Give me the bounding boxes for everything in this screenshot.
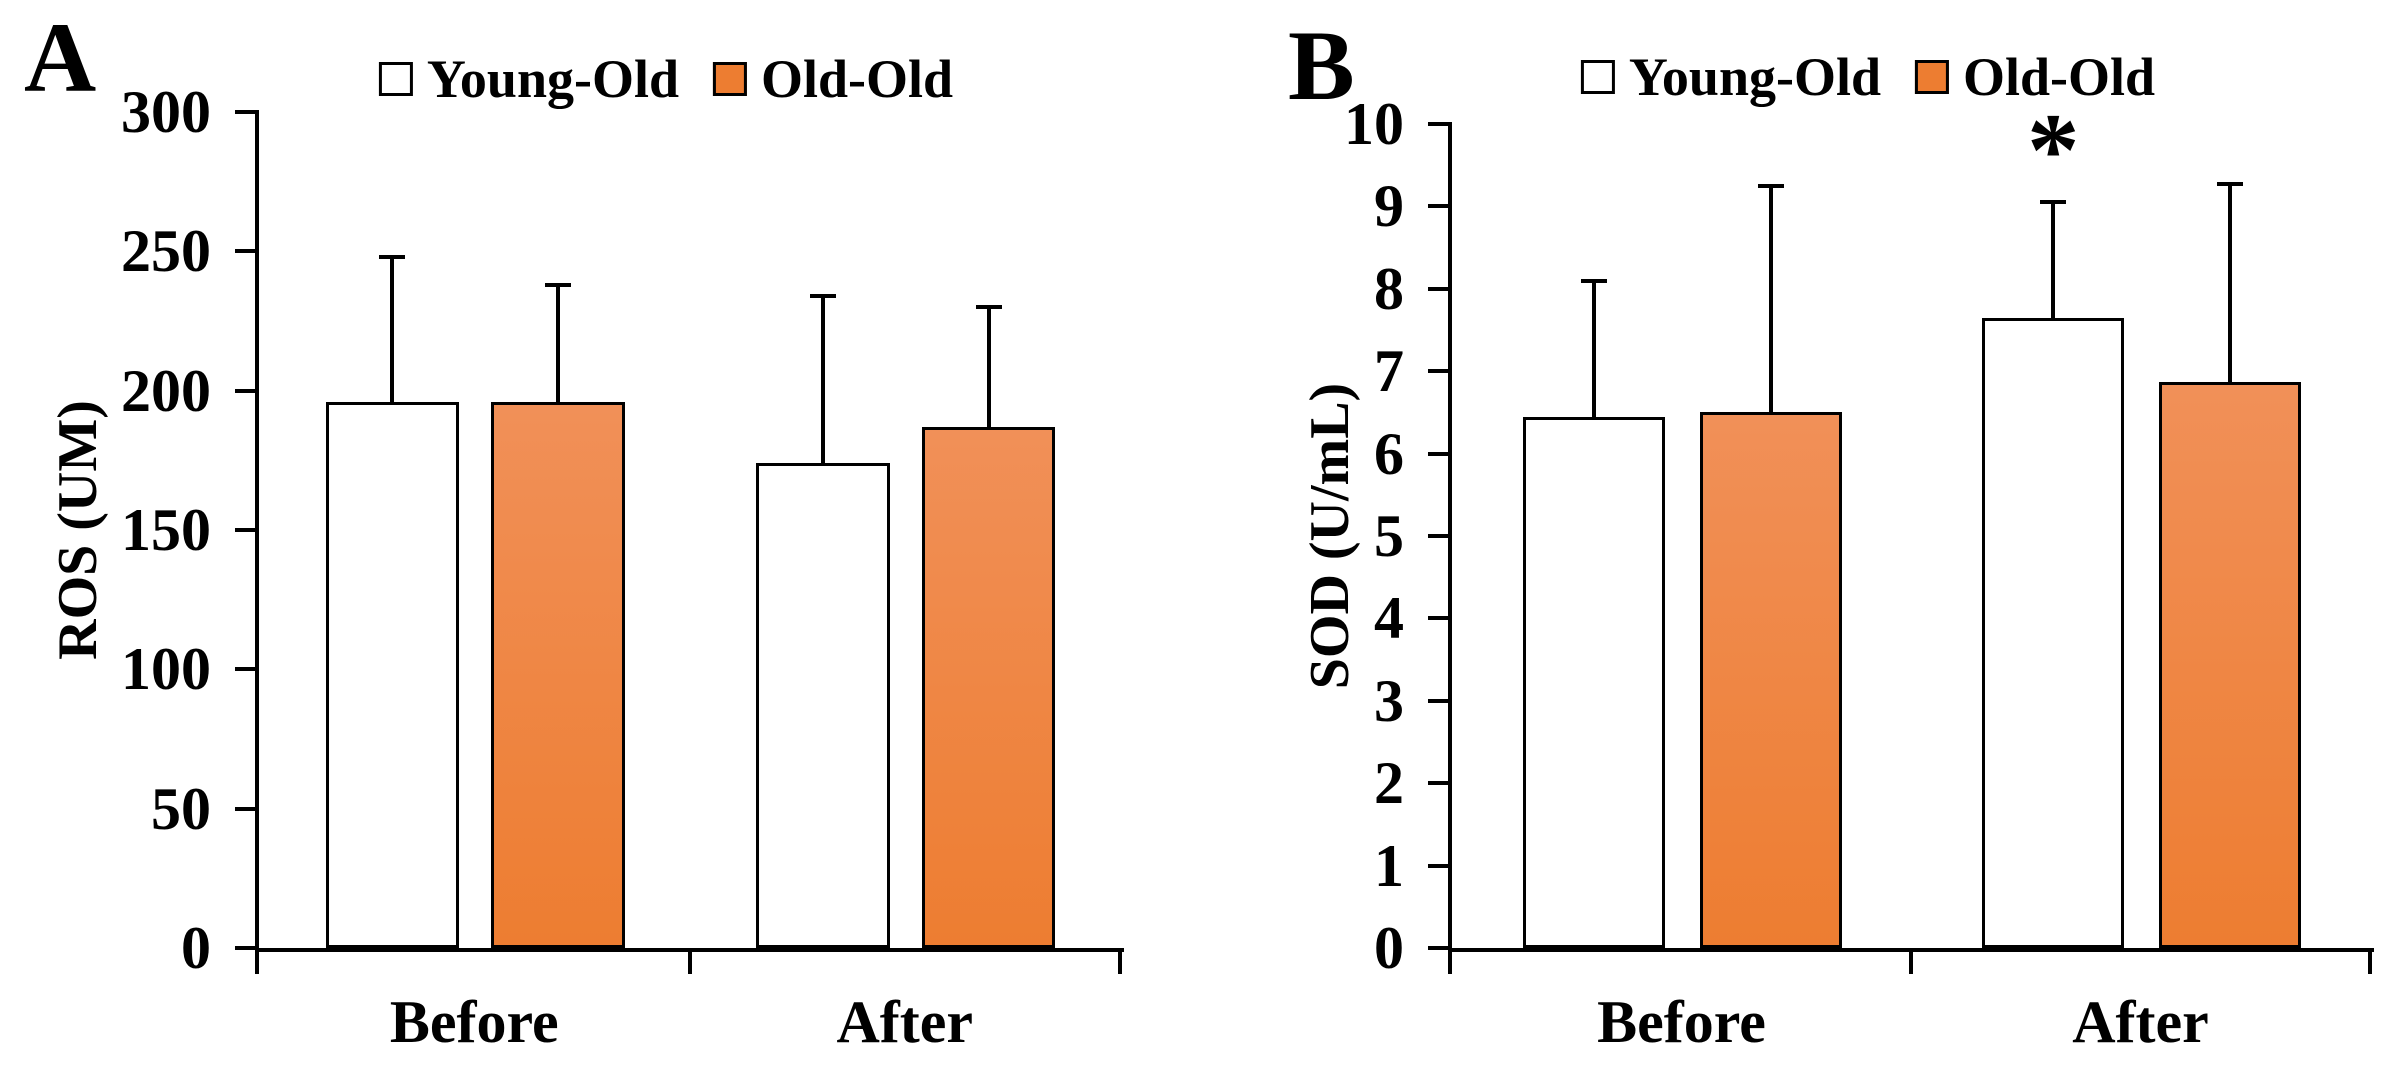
- y-tick-label-9: 9: [1374, 173, 1404, 240]
- y-tick-6: [1428, 451, 1448, 456]
- panel-a-y-axis-title: ROS (UM): [47, 400, 109, 660]
- y-axis-line: [255, 110, 259, 952]
- y-tick-label-2: 2: [1374, 750, 1404, 817]
- y-tick-label-1: 1: [1374, 832, 1404, 899]
- error-bar-before-young-old: [1592, 280, 1597, 419]
- x-tick-0: [255, 952, 259, 974]
- y-tick-label-300: 300: [121, 79, 211, 145]
- bar-before-young-old: [1523, 416, 1666, 948]
- x-axis-line: [1448, 948, 2374, 952]
- panel-a-letter: A: [24, 2, 97, 113]
- bar-before-old-old: [491, 401, 625, 948]
- y-tick-5: [1428, 534, 1448, 538]
- young-old-legend-label: Young-Old: [426, 49, 680, 109]
- error-cap-after-young-old: [2040, 200, 2067, 205]
- y-tick-label-8: 8: [1374, 255, 1404, 322]
- panel-b-legend: Young-Old Old-Old: [1580, 47, 2155, 107]
- old-old-legend-label: Old-Old: [761, 49, 954, 109]
- error-bar-before-old-old: [1769, 185, 1773, 415]
- bar-after-young-old: [756, 463, 890, 948]
- y-tick-label-50: 50: [151, 775, 211, 842]
- legend-item-young-old: Young-Old: [1580, 47, 1882, 107]
- y-tick-label-6: 6: [1374, 420, 1404, 487]
- error-cap-before-young-old: [1581, 278, 1608, 283]
- old-old-swatch-icon: [1915, 60, 1950, 94]
- panel-a-legend: Young-Old Old-Old: [378, 49, 953, 109]
- y-tick-7: [1428, 369, 1448, 374]
- y-tick-label-200: 200: [121, 357, 211, 424]
- error-bar-before-old-old: [556, 284, 561, 404]
- y-tick-8: [1428, 286, 1448, 291]
- error-cap-before-young-old: [379, 254, 406, 259]
- bar-before-young-old: [325, 401, 460, 948]
- y-tick-200: [235, 388, 255, 393]
- y-tick-9: [1428, 204, 1448, 209]
- x-category-label-after: After: [836, 989, 974, 1055]
- y-tick-300: [235, 110, 255, 114]
- y-axis-line: [1448, 122, 1452, 952]
- legend-item-old-old: Old-Old: [713, 52, 953, 106]
- y-tick-2: [1428, 781, 1448, 786]
- old-old-legend-label: Old-Old: [1963, 47, 2156, 107]
- y-tick-label-3: 3: [1374, 667, 1404, 734]
- y-tick-label-4: 4: [1374, 585, 1404, 652]
- y-tick-label-150: 150: [121, 497, 211, 563]
- y-tick-150: [235, 528, 255, 532]
- error-cap-after-young-old: [809, 293, 836, 298]
- y-tick-0: [235, 946, 255, 950]
- y-tick-10: [1428, 122, 1448, 126]
- x-category-label-before: Before: [389, 989, 559, 1055]
- significance-asterisk: *: [2027, 91, 2080, 209]
- error-cap-after-old-old: [2217, 182, 2243, 187]
- y-tick-4: [1428, 616, 1448, 621]
- error-cap-before-old-old: [545, 282, 572, 287]
- error-bar-after-young-old: [820, 295, 825, 466]
- x-tick-2: [1118, 952, 1122, 974]
- x-axis-line: [255, 948, 1124, 952]
- x-tick-2: [2368, 952, 2372, 974]
- x-category-label-before: Before: [1597, 989, 1766, 1055]
- y-tick-label-0: 0: [181, 915, 211, 981]
- y-tick-3: [1428, 698, 1448, 703]
- bar-after-young-old: [1982, 317, 2125, 948]
- x-tick-1: [1909, 952, 1913, 974]
- bar-after-old-old: [921, 426, 1056, 948]
- y-tick-label-5: 5: [1374, 503, 1404, 569]
- x-category-label-after: After: [2072, 989, 2209, 1055]
- error-cap-before-old-old: [1758, 183, 1784, 188]
- y-tick-label-100: 100: [121, 636, 211, 703]
- legend-item-young-old: Young-Old: [378, 49, 680, 109]
- legend-item-old-old: Old-Old: [1915, 50, 2155, 104]
- error-bar-before-young-old: [390, 256, 395, 404]
- y-tick-1: [1428, 863, 1448, 868]
- young-old-swatch-icon: [1580, 60, 1615, 94]
- bar-before-old-old: [1699, 412, 1843, 948]
- young-old-legend-label: Young-Old: [1628, 47, 1882, 107]
- y-tick-label-7: 7: [1374, 338, 1404, 405]
- error-cap-after-old-old: [975, 305, 1002, 310]
- y-tick-label-250: 250: [121, 218, 211, 285]
- y-tick-0: [1428, 946, 1448, 950]
- error-bar-after-young-old: [2051, 202, 2056, 320]
- error-bar-after-old-old: [2228, 184, 2232, 384]
- y-tick-250: [235, 249, 255, 254]
- old-old-swatch-icon: [713, 62, 748, 96]
- young-old-swatch-icon: [378, 62, 413, 96]
- x-tick-0: [1448, 952, 1452, 974]
- y-tick-50: [235, 806, 255, 811]
- panel-b-y-axis-title: SOD (U/mL): [1299, 382, 1361, 690]
- error-bar-after-old-old: [986, 307, 991, 429]
- panel-b-letter: B: [1288, 10, 1355, 121]
- x-tick-1: [687, 952, 692, 974]
- bar-after-old-old: [2158, 381, 2302, 948]
- y-tick-100: [235, 667, 255, 672]
- y-tick-label-10: 10: [1344, 91, 1404, 157]
- y-tick-label-0: 0: [1374, 915, 1404, 981]
